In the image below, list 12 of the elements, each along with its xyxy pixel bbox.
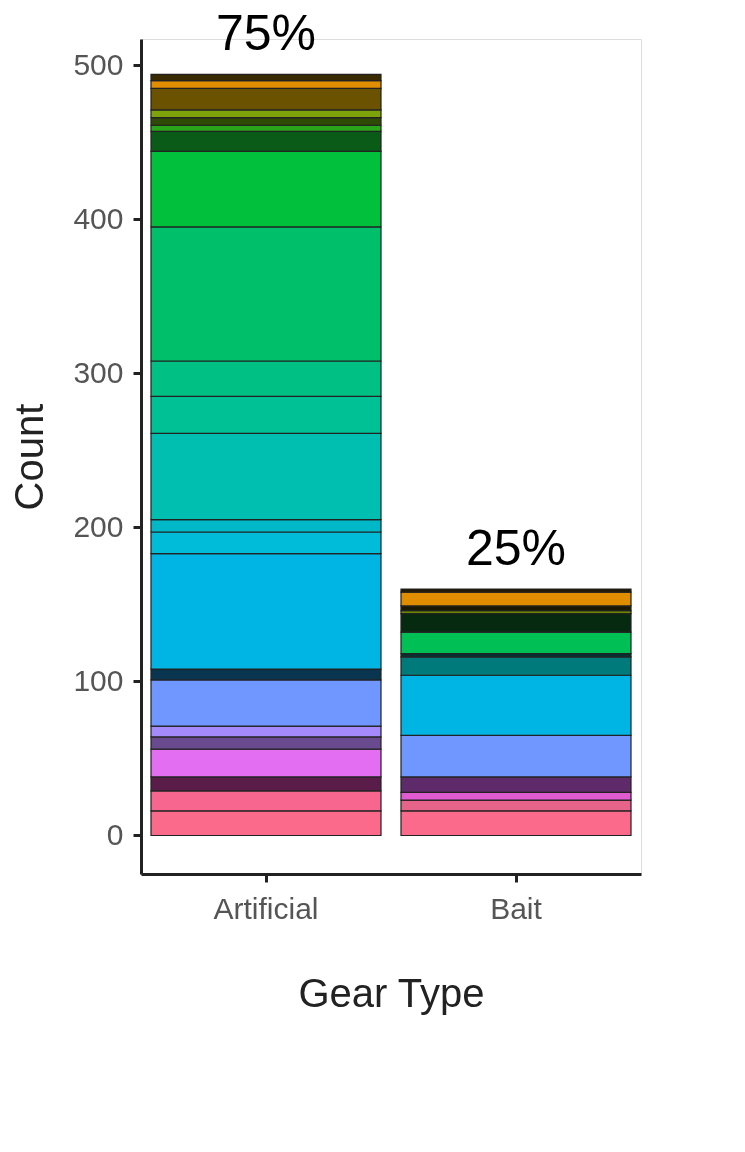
- x-tick-label: Artificial: [213, 891, 319, 925]
- y-tick-label: 400: [73, 201, 124, 235]
- x-tick-label: Bait: [490, 891, 543, 925]
- y-tick-label: 300: [73, 355, 124, 389]
- y-tick-label: 200: [73, 509, 124, 543]
- x-axis-title: Gear Type: [298, 970, 485, 1015]
- y-tick-label: 0: [106, 817, 124, 851]
- y-tick-label: 100: [73, 663, 124, 697]
- annotation: 25%: [465, 519, 567, 576]
- annotation: 75%: [215, 5, 317, 62]
- y-axis-title: Count: [7, 403, 52, 511]
- y-tick-label: 500: [73, 47, 124, 81]
